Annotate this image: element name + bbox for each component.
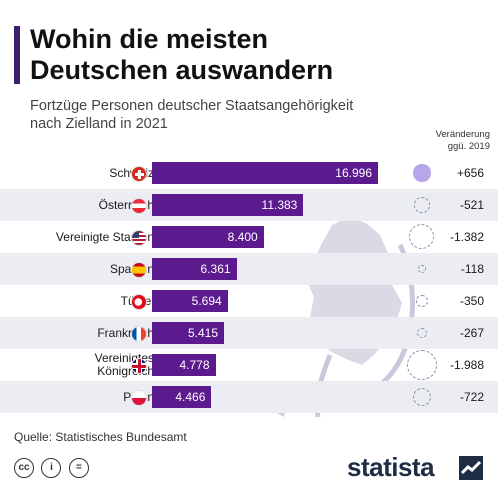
change-column-header: Veränderung ggü. 2019: [390, 129, 490, 153]
change-bubble: [407, 350, 437, 380]
bar: 11.383: [152, 194, 304, 216]
by-icon: i: [41, 458, 62, 478]
chart-row: Polen4.466-722: [0, 381, 498, 413]
change-bubble-cell: [404, 157, 440, 189]
change-bubble-cell: [404, 189, 440, 221]
change-bubble-cell: [404, 285, 440, 317]
bar-value-label: 5.415: [187, 326, 218, 340]
bar: 5.415: [152, 322, 224, 344]
change-value-label: -1.382: [449, 230, 484, 244]
change-bubble: [414, 197, 430, 213]
change-value-label: +656: [456, 166, 484, 180]
bar-value-label: 16.996: [335, 166, 372, 180]
chart-row: Frankreich 5.415 -267: [0, 317, 498, 349]
change-bubble-cell: [404, 349, 440, 381]
chart-subtitle: Fortzüge Personen deutscher Staatsangehö…: [30, 97, 490, 133]
bar-value-label: 8.400: [227, 230, 258, 244]
change-bubble: [418, 265, 426, 273]
change-value-label: -118: [460, 262, 484, 276]
bar: 5.694: [152, 290, 228, 312]
poland-flag: [131, 390, 147, 406]
statista-logo: statista: [347, 452, 487, 482]
subtitle-line-1: Fortzüge Personen deutscher Staatsangehö…: [30, 98, 354, 114]
chart-row: Türkei5.694-350: [0, 285, 498, 317]
bar-value-label: 4.778: [179, 358, 210, 372]
bar-value-label: 6.361: [200, 262, 231, 276]
uk-flag: [131, 358, 147, 374]
switzerland-flag: [131, 166, 147, 182]
change-bubble: [413, 164, 431, 182]
change-value-label: -722: [459, 390, 484, 404]
france-flag: [131, 326, 147, 342]
usa-flag: [131, 230, 147, 246]
change-value-label: -521: [459, 198, 484, 212]
change-value-label: -267: [459, 326, 484, 340]
logo-text: statista: [347, 452, 435, 482]
change-bubble-cell: [404, 221, 440, 253]
chart-row: Schweiz16.996+656: [0, 157, 498, 189]
austria-flag: [131, 198, 147, 214]
bar-value-label: 11.383: [261, 198, 298, 212]
change-bubble: [412, 387, 432, 407]
change-bubble: [416, 327, 428, 339]
chart-row: Österreich 11.383 -521: [0, 189, 498, 221]
turkey-flag: [131, 294, 147, 310]
change-value-label: -1.988: [449, 358, 484, 372]
change-bubble-cell: [404, 253, 440, 285]
spain-flag: [131, 262, 147, 278]
change-bubble: [415, 294, 429, 308]
subtitle-line-2: nach Zielland in 2021: [30, 116, 168, 132]
change-value-label: -350: [459, 294, 484, 308]
chart-row: Vereinigte Staaten 8.400 -1.382: [0, 221, 498, 253]
change-header-line-2: ggü. 2019: [447, 141, 490, 152]
statista-logo-icon: [459, 456, 483, 480]
title-line-1: Wohin die meisten: [30, 24, 269, 54]
bar: 8.400: [152, 226, 264, 248]
country-label: Vereinigte Staaten: [55, 230, 154, 244]
cc-icon: cc: [14, 458, 34, 478]
chart-rows: Schweiz16.996+656Österreich11.383-521Ver…: [0, 157, 498, 413]
change-bubble: [409, 224, 435, 250]
bar-value-label: 4.466: [175, 390, 206, 404]
chart-row: Spanien6.361-118: [0, 253, 498, 285]
change-bubble-cell: [404, 317, 440, 349]
bar: 4.778: [152, 354, 216, 376]
change-bubble-cell: [404, 381, 440, 413]
nd-icon: =: [68, 458, 89, 478]
source-note: Quelle: Statistisches Bundesamt: [14, 430, 187, 444]
bar: 4.466: [152, 386, 212, 408]
bar: 16.996: [152, 162, 378, 184]
title-line-2: Deutschen auswandern: [30, 55, 334, 85]
bar-value-label: 5.694: [191, 294, 222, 308]
change-header-line-1: Veränderung: [435, 129, 490, 140]
chart-row: Vereinigtes Königreich 4.778 -1.988: [0, 349, 498, 381]
title-accent-bar: [14, 26, 20, 84]
license-icons: cc i =: [14, 458, 92, 480]
bar: 6.361: [152, 258, 237, 280]
chart-title: Wohin die meisten Deutschen auswandern: [30, 24, 490, 86]
